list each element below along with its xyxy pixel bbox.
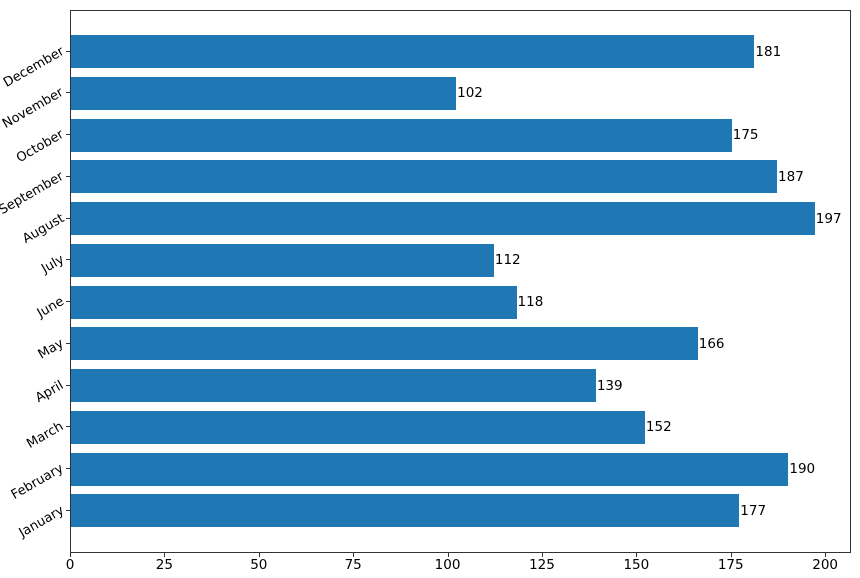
- y-tick-label: January: [16, 502, 67, 541]
- y-tick-label: December: [0, 43, 67, 91]
- x-tick-label: 150: [623, 557, 650, 573]
- bar-december: [71, 35, 755, 68]
- y-tick-label: February: [9, 461, 67, 503]
- x-tick-label: 50: [250, 557, 268, 573]
- y-tick-mark: [66, 175, 70, 177]
- bar-may: [71, 327, 698, 361]
- x-tick-mark: [447, 553, 449, 557]
- bar-value-label: 102: [457, 85, 483, 102]
- bar-august: [71, 202, 815, 235]
- bar-july: [71, 243, 494, 277]
- bar-value-label: 175: [732, 127, 759, 143]
- bar-january: [71, 494, 740, 528]
- y-tick-label: August: [19, 210, 67, 247]
- x-tick-mark: [70, 553, 71, 557]
- bar-february: [71, 452, 789, 486]
- y-tick-mark: [66, 259, 70, 261]
- x-tick-mark: [164, 553, 166, 557]
- x-tick-mark: [258, 553, 260, 557]
- y-tick-label: June: [34, 294, 67, 322]
- x-tick-mark: [541, 553, 543, 557]
- bar-value-label: 190: [789, 461, 816, 477]
- x-tick-mark: [825, 553, 827, 557]
- y-tick-mark: [66, 92, 70, 94]
- y-tick-label: April: [33, 377, 67, 406]
- y-tick-mark: [66, 509, 70, 511]
- bar-value-label: 118: [517, 294, 544, 310]
- y-tick-label: October: [13, 127, 67, 167]
- x-tick-mark: [353, 553, 355, 557]
- plot-area: 177 190 152 139 166 118 112 197 187 175 102 181: [70, 10, 851, 553]
- y-tick-mark: [66, 342, 70, 344]
- y-tick-mark: [66, 217, 70, 219]
- x-tick-label: 100: [434, 557, 461, 573]
- y-tick-label: July: [38, 252, 67, 278]
- bar-value-label: 177: [740, 502, 767, 519]
- x-tick-mark: [636, 553, 638, 557]
- x-tick-label: 75: [344, 557, 362, 573]
- y-tick-mark: [66, 50, 70, 52]
- bar-march: [71, 410, 645, 444]
- x-tick-label: 200: [812, 557, 839, 573]
- y-tick-mark: [66, 301, 70, 302]
- x-tick-label: 175: [717, 557, 744, 573]
- bar-value-label: 112: [494, 252, 521, 269]
- y-tick-label: May: [35, 335, 67, 363]
- y-tick-mark: [66, 384, 70, 386]
- bar-april: [71, 369, 596, 402]
- y-tick-mark: [66, 426, 70, 428]
- bar-october: [71, 118, 732, 152]
- y-tick-label: November: [0, 85, 67, 133]
- bar-value-label: 181: [755, 43, 782, 60]
- x-tick-label: 125: [529, 557, 555, 573]
- bar-june: [71, 285, 517, 319]
- y-tick-label: March: [24, 419, 67, 453]
- x-tick-label: 0: [65, 557, 75, 573]
- bar-value-label: 139: [596, 377, 623, 394]
- x-tick-label: 25: [155, 557, 173, 573]
- y-tick-mark: [66, 134, 70, 135]
- y-tick-mark: [66, 468, 70, 469]
- bar-value-label: 197: [815, 210, 842, 227]
- x-tick-mark: [730, 553, 732, 557]
- bar-november: [71, 76, 457, 110]
- bar-value-label: 187: [778, 168, 804, 185]
- bar-value-label: 152: [645, 419, 672, 436]
- bar-september: [71, 160, 778, 194]
- bar-value-label: 166: [698, 335, 725, 352]
